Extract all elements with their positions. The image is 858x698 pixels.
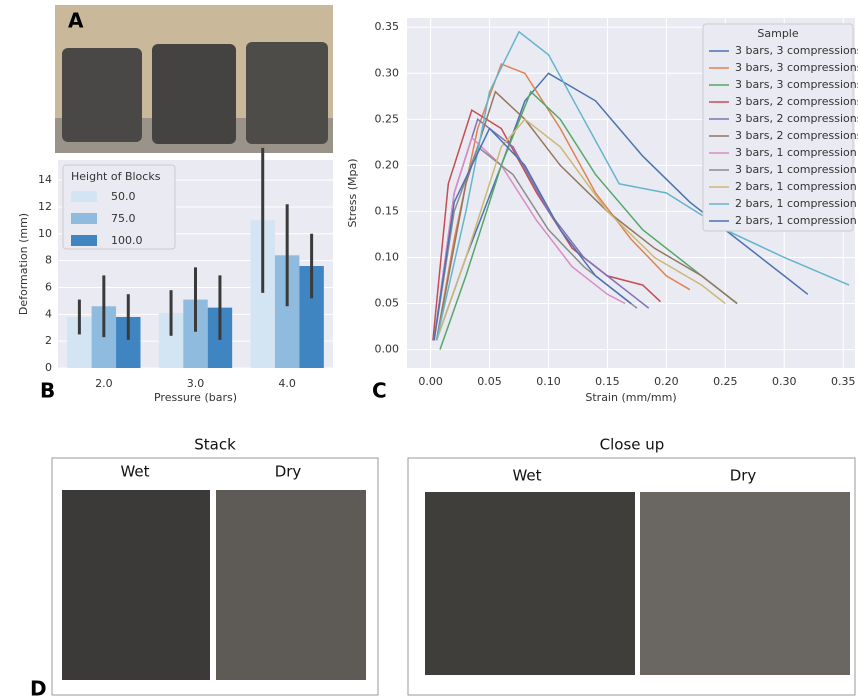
legend-label: 50.0 [111,190,136,203]
y-tick-label: 0.30 [375,66,400,79]
legend-label: 2 bars, 1 compression [735,214,857,227]
legend-title: Sample [757,27,798,40]
y-tick-label: 6 [45,280,52,293]
y-tick-label: 4 [45,307,52,320]
legend-label: 2 bars, 1 compression [735,197,857,210]
legend-label: 3 bars, 2 compressions [735,95,858,108]
y-tick-label: 10 [38,227,52,240]
x-tick-label: 2.0 [95,377,113,390]
photo-wet-closeup [425,492,635,675]
photo-wet-stack [62,490,210,680]
photo-caption: Dry [275,463,302,481]
y-tick-label: 0.20 [375,158,400,171]
legend-label: 3 bars, 3 compressions [735,78,858,91]
figure: A B C D Stack Wet Dry Close up Wet Dry 0… [0,0,858,698]
panel-label: C [372,379,387,403]
legend-label: 3 bars, 1 compression [735,163,857,176]
x-axis-label: Strain (mm/mm) [585,391,676,404]
legend-swatch [71,235,97,246]
legend-swatch [71,213,97,224]
x-tick-label: 0.30 [772,375,797,388]
y-tick-label: 0.10 [375,250,400,263]
y-axis-label: Deformation (mm) [17,213,30,315]
photo-dry-closeup [640,492,850,675]
legend-title: Height of Blocks [71,170,161,183]
panel-label: D [30,677,47,698]
y-tick-label: 0.25 [375,112,400,125]
photo-caption: Dry [730,467,757,485]
y-tick-label: 0.05 [375,297,400,310]
legend-label: 2 bars, 1 compression [735,180,857,193]
photo-block [62,48,142,142]
legend-label: 3 bars, 2 compressions [735,112,858,125]
photo-caption: Wet [120,463,149,481]
photo-dry-stack [216,490,366,680]
x-tick-label: 0.20 [654,375,679,388]
y-tick-label: 0.15 [375,204,400,217]
photo-block [246,42,328,144]
y-tick-label: 12 [38,200,52,213]
panel-label: A [68,9,84,33]
legend-label: 75.0 [111,212,136,225]
panel-label: B [40,379,55,403]
legend-label: 3 bars, 2 compressions [735,129,858,142]
x-tick-label: 0.35 [831,375,856,388]
x-axis-label: Pressure (bars) [154,391,237,404]
x-tick-label: 0.05 [477,375,502,388]
y-tick-label: 0.00 [375,343,400,356]
photo-caption: Wet [512,467,541,485]
photo-title: Close up [600,436,665,454]
legend-label: 3 bars, 3 compressions [735,44,858,57]
y-tick-label: 0 [45,361,52,374]
legend-label: 3 bars, 1 compression [735,146,857,159]
photo-title: Stack [194,436,236,454]
x-tick-label: 0.25 [713,375,738,388]
x-tick-label: 0.15 [595,375,620,388]
legend-swatch [71,191,97,202]
x-tick-label: 4.0 [278,377,296,390]
y-tick-label: 2 [45,334,52,347]
photo-block [152,44,236,144]
x-tick-label: 3.0 [187,377,205,390]
y-axis-label: Stress (Mpa) [346,158,359,227]
y-tick-label: 0.35 [375,20,400,33]
x-tick-label: 0.10 [536,375,561,388]
y-tick-label: 14 [38,173,52,186]
legend-label: 3 bars, 3 compressions [735,61,858,74]
y-tick-label: 8 [45,254,52,267]
x-tick-label: 0.00 [418,375,443,388]
legend-label: 100.0 [111,234,143,247]
